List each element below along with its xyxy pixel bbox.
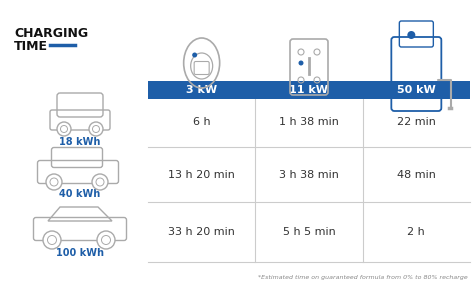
Bar bbox=[148, 81, 470, 262]
Text: 1 h 38 min: 1 h 38 min bbox=[279, 117, 339, 127]
Text: 33 h 20 min: 33 h 20 min bbox=[168, 227, 235, 237]
Text: 22 min: 22 min bbox=[397, 117, 436, 127]
Text: 2 h: 2 h bbox=[408, 227, 425, 237]
Circle shape bbox=[407, 31, 415, 39]
Text: CHARGING: CHARGING bbox=[14, 27, 88, 40]
Circle shape bbox=[89, 122, 103, 136]
Circle shape bbox=[299, 61, 303, 66]
Text: 3 h 38 min: 3 h 38 min bbox=[279, 170, 339, 179]
Text: 48 min: 48 min bbox=[397, 170, 436, 179]
Circle shape bbox=[92, 174, 108, 190]
Circle shape bbox=[57, 122, 71, 136]
Text: 18 kWh: 18 kWh bbox=[59, 137, 100, 147]
Text: 50 kW: 50 kW bbox=[397, 85, 436, 95]
Text: *Estimated time on guaranteed formula from 0% to 80% recharge: *Estimated time on guaranteed formula fr… bbox=[258, 274, 468, 279]
Text: 40 kWh: 40 kWh bbox=[59, 189, 100, 199]
Circle shape bbox=[97, 231, 115, 249]
Circle shape bbox=[43, 231, 61, 249]
Circle shape bbox=[192, 53, 197, 58]
Text: 11 kW: 11 kW bbox=[290, 85, 328, 95]
Circle shape bbox=[46, 174, 62, 190]
Bar bbox=[148, 81, 255, 99]
Text: 3 kW: 3 kW bbox=[186, 85, 217, 95]
Text: 100 kWh: 100 kWh bbox=[56, 248, 104, 258]
Text: TIME: TIME bbox=[14, 40, 48, 53]
Bar bbox=[255, 81, 363, 99]
Bar bbox=[363, 81, 470, 99]
Text: 13 h 20 min: 13 h 20 min bbox=[168, 170, 235, 179]
Text: 6 h: 6 h bbox=[193, 117, 210, 127]
Text: 5 h 5 min: 5 h 5 min bbox=[283, 227, 336, 237]
